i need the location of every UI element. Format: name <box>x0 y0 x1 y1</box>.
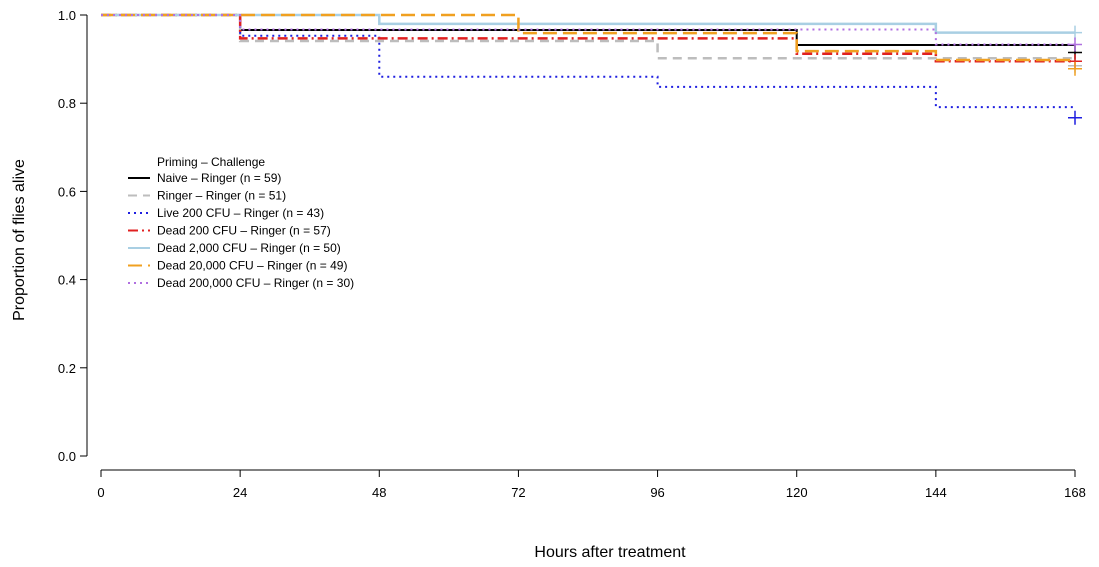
x-tick-label: 168 <box>1064 485 1086 500</box>
x-tick-label: 120 <box>786 485 808 500</box>
legend: Priming – Challenge Naive – Ringer (n = 5… <box>128 155 354 290</box>
censor-mark-6 <box>1068 37 1082 52</box>
y-tick-label: 0.8 <box>58 96 76 111</box>
x-tick-label: 144 <box>925 485 947 500</box>
x-tick-label: 72 <box>511 485 525 500</box>
legend-entry-4: Dead 2,000 CFU – Ringer (n = 50) <box>157 241 341 255</box>
y-tick-label: 0.4 <box>58 273 76 288</box>
x-tick-label: 0 <box>97 485 104 500</box>
y-tick-label: 1.0 <box>58 8 76 23</box>
x-axis-title: Hours after treatment <box>534 544 686 561</box>
series-line-5 <box>101 13 1075 62</box>
legend-entry-3: Dead 200 CFU – Ringer (n = 57) <box>157 224 331 238</box>
legend-entry-2: Live 200 CFU – Ringer (n = 43) <box>157 206 324 220</box>
legend-header: Priming – Challenge <box>157 155 265 169</box>
legend-entry-0: Naive – Ringer (n = 59) <box>157 171 281 185</box>
x-tick-label: 96 <box>650 485 664 500</box>
legend-entry-5: Dead 20,000 CFU – Ringer (n = 49) <box>157 259 347 273</box>
y-tick-label: 0.2 <box>58 361 76 376</box>
legend-entry-6: Dead 200,000 CFU – Ringer (n = 30) <box>157 276 354 290</box>
series-line-3 <box>101 13 1075 63</box>
series-line-2 <box>101 14 1075 109</box>
series-line-6 <box>101 14 1075 46</box>
y-axis-title: Proportion of flies alive <box>11 159 28 321</box>
y-tick-label: 0.0 <box>58 449 76 464</box>
censor-mark-2 <box>1068 110 1082 125</box>
censor-mark-5 <box>1068 61 1082 76</box>
x-tick-label: 24 <box>233 485 247 500</box>
axes: 0 24 48 72 96 120 144 168 0.0 0.2 0.4 0.6 0.8 1.0 <box>58 8 1086 500</box>
y-tick-label: 0.6 <box>58 184 76 199</box>
censor-mark-4 <box>1068 25 1082 40</box>
legend-entry-1: Ringer – Ringer (n = 51) <box>157 189 286 203</box>
x-tick-label: 48 <box>372 485 386 500</box>
plot-area <box>101 13 1082 125</box>
